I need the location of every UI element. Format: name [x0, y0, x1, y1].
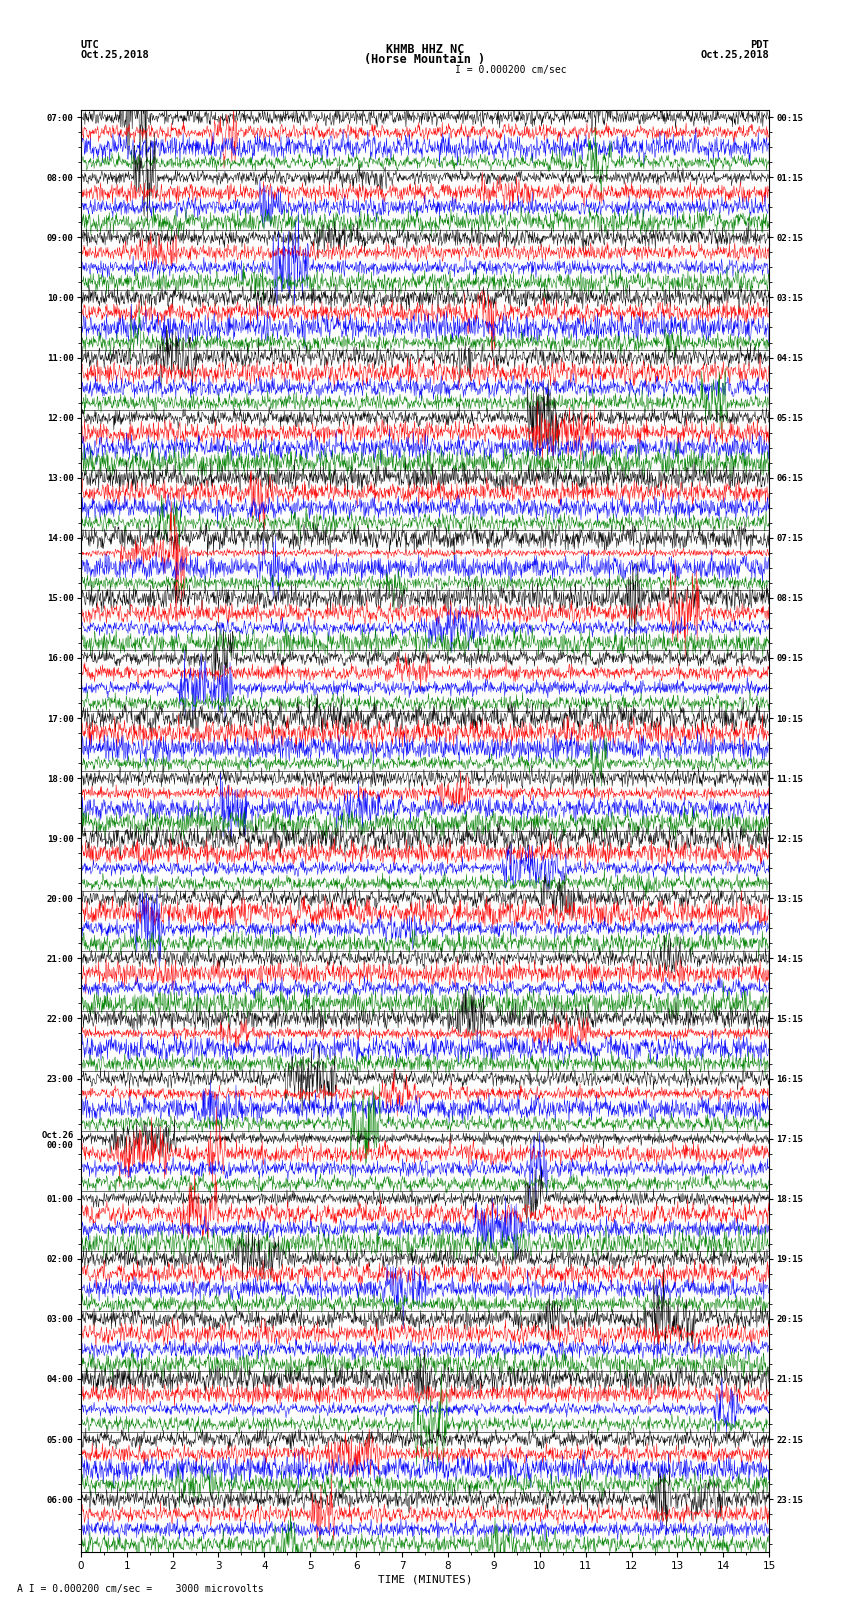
Text: PDT: PDT [751, 40, 769, 50]
Text: A I = 0.000200 cm/sec =    3000 microvolts: A I = 0.000200 cm/sec = 3000 microvolts [17, 1584, 264, 1594]
Text: I = 0.000200 cm/sec: I = 0.000200 cm/sec [455, 65, 566, 74]
X-axis label: TIME (MINUTES): TIME (MINUTES) [377, 1574, 473, 1584]
Text: Oct.25,2018: Oct.25,2018 [700, 50, 769, 60]
Text: Oct.25,2018: Oct.25,2018 [81, 50, 150, 60]
Text: UTC: UTC [81, 40, 99, 50]
Text: KHMB HHZ NC: KHMB HHZ NC [386, 44, 464, 56]
Text: (Horse Mountain ): (Horse Mountain ) [365, 53, 485, 66]
